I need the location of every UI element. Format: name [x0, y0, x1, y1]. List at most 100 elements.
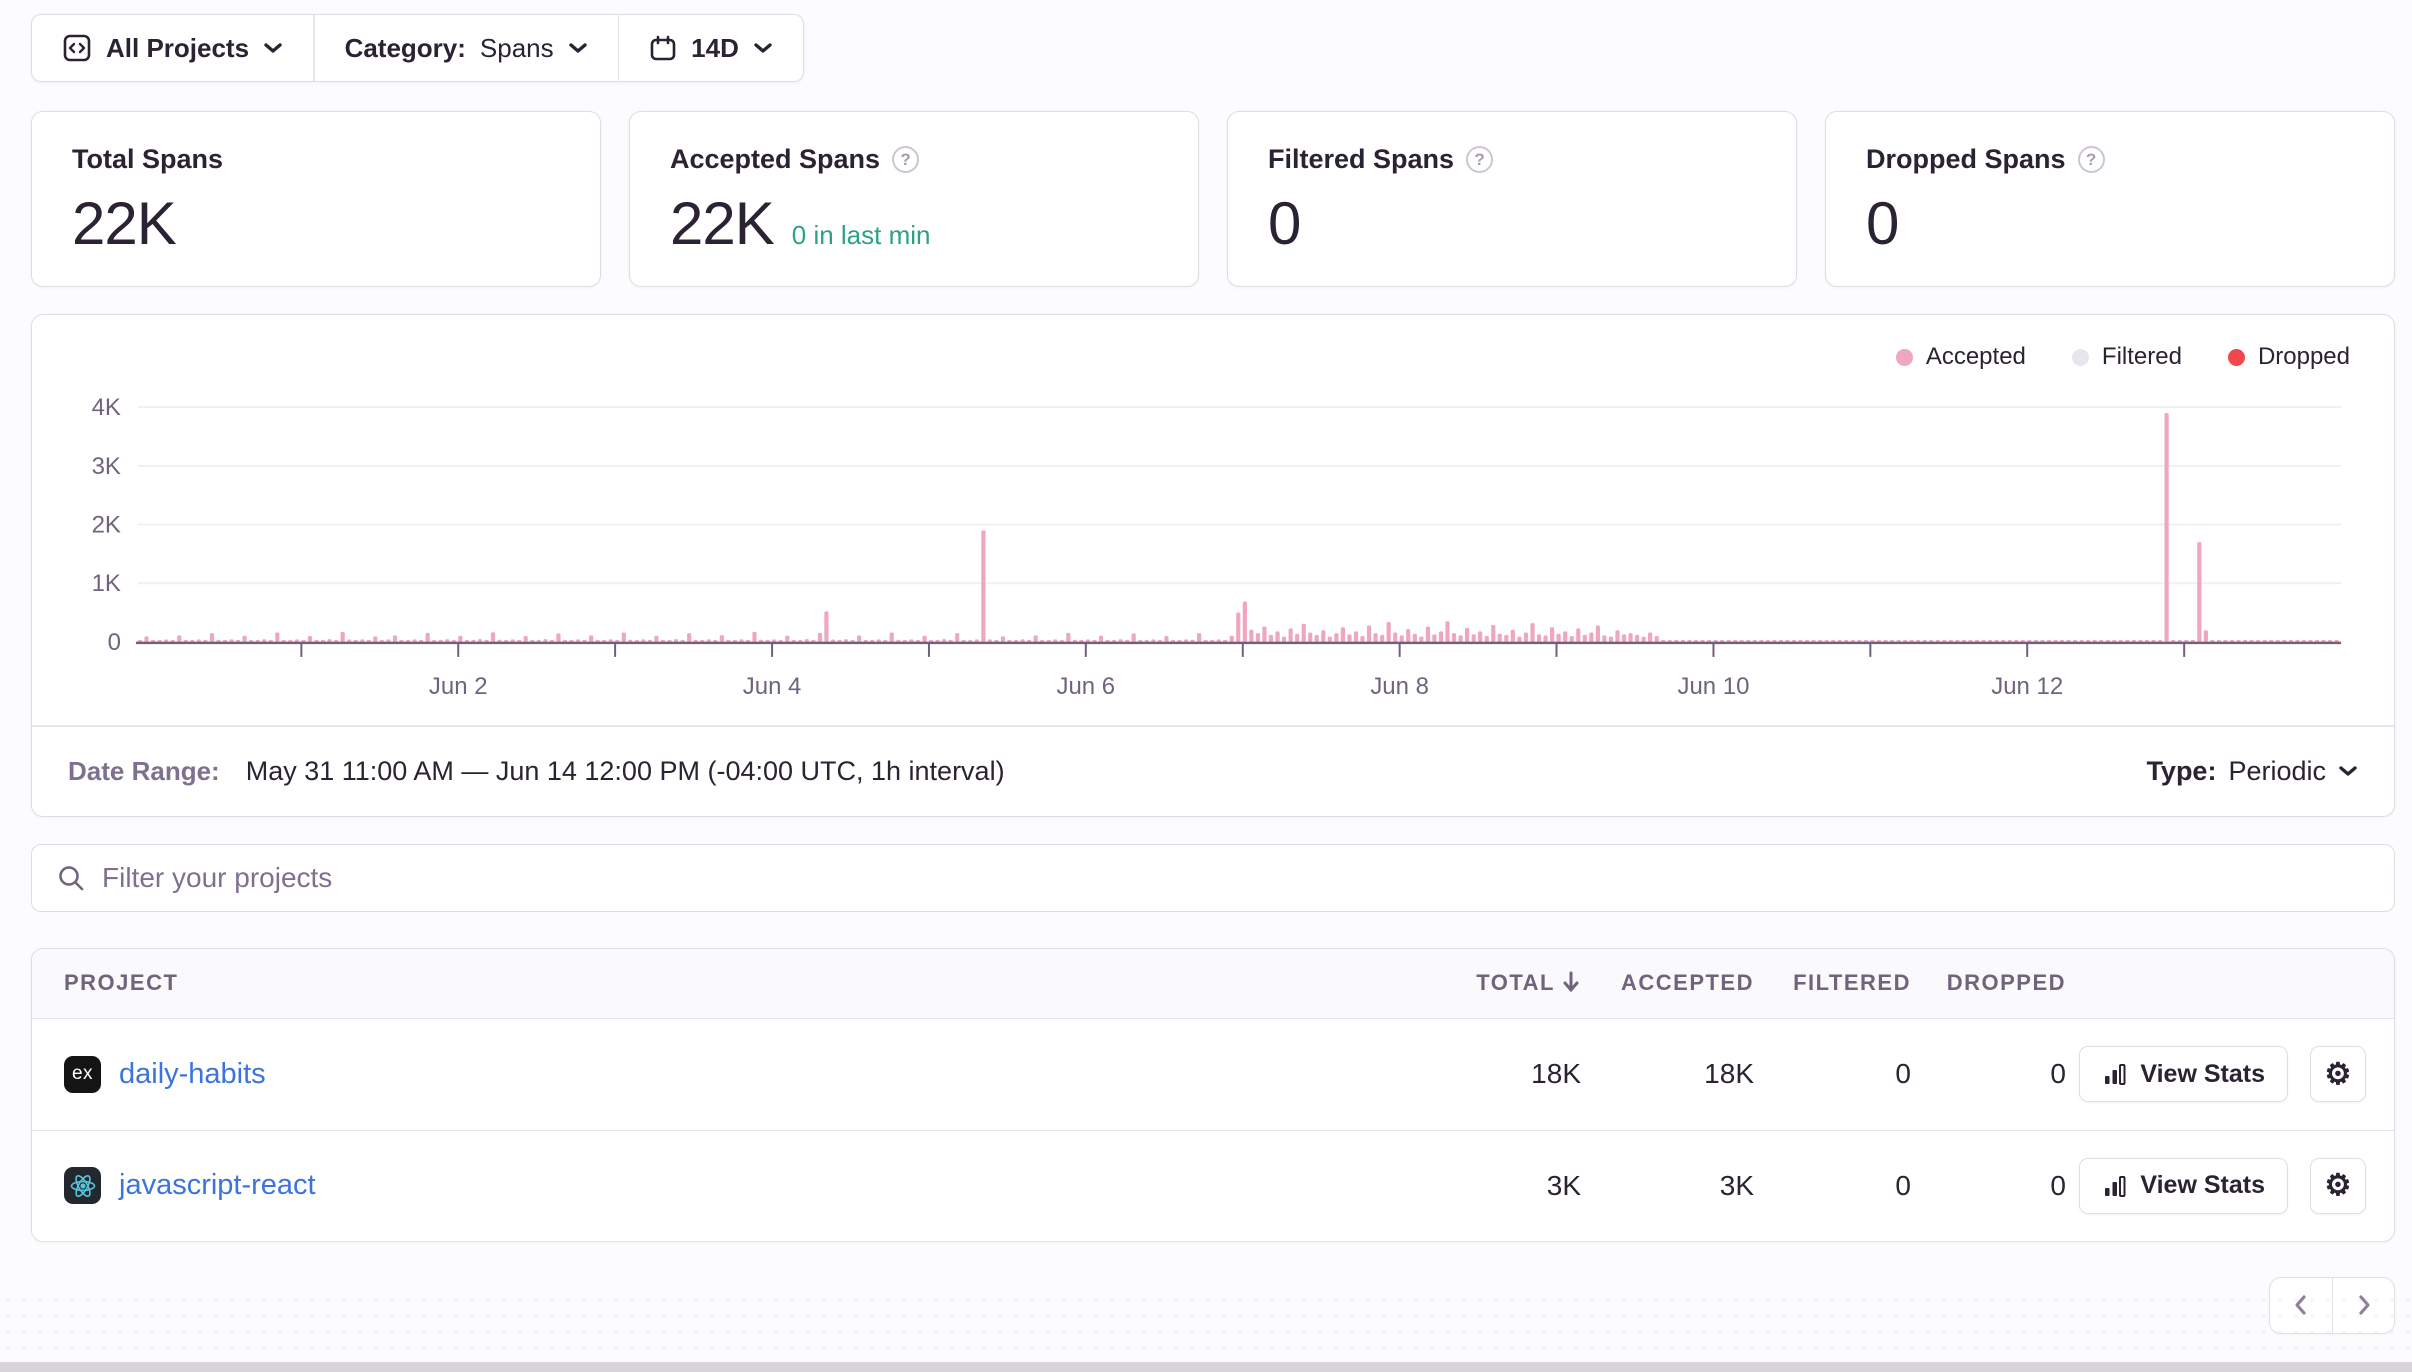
- category-filter-dropdown[interactable]: Category: Spans: [315, 15, 618, 81]
- accepted-spans-card: Accepted Spans ? 22K 0 in last min: [629, 111, 1199, 287]
- chart-legend: Accepted Filtered Dropped: [32, 315, 2394, 377]
- accepted-cell: 18K: [1704, 1058, 1754, 1089]
- dropped-cell: 0: [2050, 1058, 2066, 1089]
- card-value: 0: [1866, 190, 1899, 257]
- card-title: Filtered Spans: [1268, 144, 1455, 174]
- svg-text:0: 0: [108, 629, 121, 656]
- column-filtered[interactable]: FILTERED: [1793, 970, 1911, 995]
- svg-text:4K: 4K: [92, 394, 121, 421]
- card-value: 22K: [670, 190, 775, 257]
- chevron-down-icon: [754, 43, 772, 53]
- sort-desc-icon: [1563, 971, 1579, 993]
- bar-chart-icon: [2105, 1064, 2126, 1085]
- gear-icon: ⚙: [2324, 1169, 2352, 1202]
- legend-item-filtered[interactable]: Filtered: [2071, 343, 2182, 371]
- projects-table: PROJECT TOTAL ACCEPTED FILTERED DROPPED …: [31, 947, 2395, 1242]
- filtered-cell: 0: [1895, 1058, 1911, 1089]
- previous-page-button[interactable]: [2270, 1278, 2332, 1333]
- filtered-dot-icon: [2071, 348, 2089, 366]
- column-accepted[interactable]: ACCEPTED: [1620, 970, 1754, 995]
- svg-text:Jun 4: Jun 4: [743, 673, 802, 700]
- divider: [617, 15, 620, 81]
- pagination: [2269, 1276, 2395, 1334]
- total-cell: 3K: [1546, 1169, 1581, 1201]
- svg-text:3K: 3K: [92, 453, 121, 480]
- svg-text:Jun 12: Jun 12: [1991, 673, 2063, 700]
- help-icon[interactable]: ?: [892, 146, 920, 173]
- accepted-cell: 3K: [1719, 1169, 1754, 1201]
- filtered-cell: 0: [1895, 1169, 1911, 1201]
- calendar-icon: [650, 35, 676, 61]
- date-range-label: Date Range:: [68, 755, 220, 786]
- project-search-box: [31, 843, 2395, 912]
- usage-chart-panel: Accepted Filtered Dropped 0 1K 2K 3K 4K Jun 2…: [31, 314, 2395, 817]
- category-filter-value: Spans: [479, 32, 554, 63]
- card-title: Dropped Spans: [1866, 144, 2066, 174]
- column-dropped[interactable]: DROPPED: [1946, 970, 2066, 995]
- table-row: ex daily-habits 18K 18K 0 0 View Stats ⚙: [32, 1018, 2394, 1130]
- chevron-down-icon: [264, 43, 282, 53]
- svg-text:Jun 8: Jun 8: [1370, 673, 1429, 700]
- legend-label: Filtered: [2101, 343, 2182, 370]
- live-rate-text: 0 in last min: [791, 220, 931, 250]
- next-page-button[interactable]: [2332, 1277, 2394, 1333]
- view-stats-button[interactable]: View Stats: [2079, 1046, 2288, 1102]
- dropped-dot-icon: [2227, 348, 2245, 366]
- type-label: Type:: [2146, 755, 2217, 786]
- divider: [313, 15, 315, 81]
- column-project[interactable]: PROJECT: [64, 970, 179, 995]
- legend-item-dropped[interactable]: Dropped: [2227, 343, 2350, 371]
- help-icon[interactable]: ?: [2077, 146, 2105, 173]
- search-input[interactable]: [102, 861, 2370, 894]
- column-total[interactable]: TOTAL: [1411, 970, 1581, 996]
- table-row: javascript-react 3K 3K 0 0 View Stats ⚙: [32, 1129, 2394, 1241]
- accepted-dot-icon: [1895, 348, 1913, 366]
- project-link[interactable]: javascript-react: [119, 1169, 316, 1201]
- divider: [32, 725, 2394, 727]
- filter-bar: All Projects Category: Spans 14D: [31, 14, 804, 82]
- svg-text:Jun 10: Jun 10: [1677, 673, 1749, 700]
- view-stats-button[interactable]: View Stats: [2079, 1157, 2288, 1214]
- date-range-value: 14D: [691, 32, 739, 63]
- date-range-dropdown[interactable]: 14D: [619, 15, 803, 81]
- bar-chart-icon: [2105, 1175, 2126, 1197]
- legend-label: Accepted: [1925, 343, 2026, 370]
- dropped-cell: 0: [2050, 1169, 2066, 1201]
- project-settings-button[interactable]: ⚙: [2310, 1157, 2366, 1214]
- search-icon: [59, 865, 84, 890]
- express-logo-icon: ex: [64, 1055, 101, 1093]
- project-filter-dropdown[interactable]: All Projects: [32, 15, 313, 81]
- dropped-spans-card: Dropped Spans ? 0: [1825, 111, 2395, 287]
- category-filter-label: Category:: [344, 32, 466, 63]
- chevron-right-icon: [2358, 1295, 2370, 1315]
- legend-label: Dropped: [2257, 343, 2350, 370]
- card-title: Accepted Spans: [670, 144, 881, 174]
- footer-strip: [0, 1362, 2412, 1372]
- chevron-left-icon: [2295, 1295, 2306, 1315]
- type-value: Periodic: [2228, 755, 2326, 786]
- project-link[interactable]: daily-habits: [119, 1057, 266, 1090]
- type-select-dropdown[interactable]: Type: Periodic: [2146, 756, 2358, 787]
- legend-item-accepted[interactable]: Accepted: [1895, 343, 2026, 371]
- chevron-down-icon: [568, 43, 587, 53]
- project-settings-button[interactable]: ⚙: [2310, 1046, 2366, 1102]
- filtered-spans-card: Filtered Spans ? 0: [1227, 111, 1797, 287]
- table-header-row: PROJECT TOTAL ACCEPTED FILTERED DROPPED: [32, 948, 2394, 1019]
- card-value: 22K: [72, 190, 177, 257]
- card-title: Total Spans: [72, 144, 224, 174]
- date-range-value-text: May 31 11:00 AM — Jun 14 12:00 PM (-04:0…: [245, 755, 1005, 786]
- svg-text:Jun 2: Jun 2: [429, 673, 488, 700]
- total-cell: 18K: [1531, 1058, 1581, 1089]
- help-icon[interactable]: ?: [1466, 146, 1494, 173]
- spans-bar-chart: 0 1K 2K 3K 4K Jun 2 Jun 4 Jun 6 Jun 8 Jun 10 Jun 1…: [32, 377, 2394, 725]
- project-icon: [63, 34, 91, 62]
- date-range-row: Date Range: May 31 11:00 AM — Jun 14 12:…: [32, 727, 2394, 816]
- react-logo-icon: [64, 1167, 101, 1204]
- chevron-down-icon: [2339, 766, 2357, 776]
- svg-text:2K: 2K: [92, 512, 121, 539]
- total-spans-card: Total Spans 22K: [31, 111, 601, 287]
- card-value: 0: [1268, 190, 1301, 257]
- svg-text:Jun 6: Jun 6: [1056, 673, 1115, 700]
- project-filter-label: All Projects: [106, 32, 250, 63]
- svg-text:1K: 1K: [92, 570, 121, 597]
